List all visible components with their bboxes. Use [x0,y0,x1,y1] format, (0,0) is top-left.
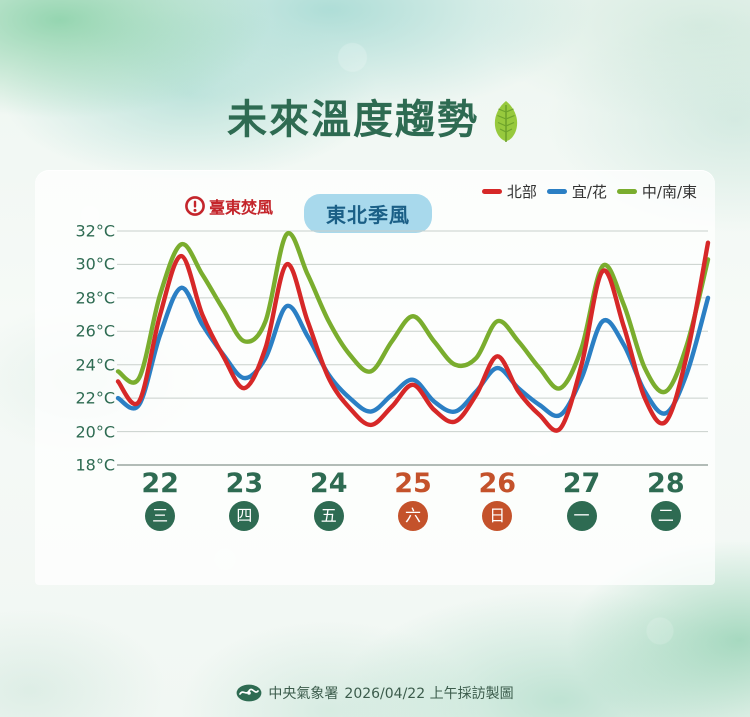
y-tick-32: 32°C [75,221,115,241]
x-weekday-badge: 二 [650,501,681,531]
legend-swatch-central-south-east [616,189,637,194]
x-tick-day-27: 27 一 [550,470,614,531]
x-weekday-badge: 六 [398,501,428,531]
y-tick-20: 20°C [75,422,115,442]
x-day-number: 28 [647,468,685,499]
leaf-icon [494,101,518,142]
title-row: 未來溫度趨勢 [0,98,750,142]
legend-swatch-yilan-hualien [546,189,567,194]
x-weekday-badge: 一 [566,501,597,531]
chart-legend: 北部 宜/花 中/南/東 [481,181,697,202]
x-tick-day-28: 28 二 [634,470,698,531]
x-weekday-badge: 三 [145,501,176,531]
legend-swatch-north [481,189,502,194]
x-tick-day-22: 22 三 [128,470,192,531]
x-day-number: 22 [141,468,179,499]
footer: 中央氣象署 2026/04/22 上午採訪製圖 [0,683,750,703]
x-weekday-badge: 五 [313,501,344,531]
legend-label-yilan-hualien: 宜/花 [571,183,607,201]
legend-item-north[interactable]: 北部 [481,181,537,202]
y-tick-24: 24°C [75,355,115,375]
y-tick-28: 28°C [75,288,115,308]
y-tick-26: 26°C [75,321,115,341]
cwa-logo-icon [237,684,262,702]
footer-agency: 中央氣象署 [268,686,339,702]
plot-area: 32°C 30°C 28°C 26°C 24°C 22°C 20°C 18°C [35,170,715,585]
legend-item-central-south-east[interactable]: 中/南/東 [616,181,697,202]
y-tick-30: 30°C [75,254,115,274]
x-day-number: 24 [309,468,348,499]
x-day-number: 26 [478,468,517,499]
y-tick-18: 18°C [75,455,115,475]
x-tick-day-23: 23 四 [212,470,276,531]
annotation-northeast-monsoon: 東北季風 [304,194,432,233]
temperature-line-chart [115,230,711,466]
legend-label-north: 北部 [506,183,537,201]
legend-item-yilan-hualien[interactable]: 宜/花 [546,181,607,202]
chart-card: 北部 宜/花 中/南/東 臺東焚風 東北季風 32°C 30°C 28°C 26°C 2… [35,170,715,585]
x-tick-day-26: 26 日 [465,470,529,531]
x-day-number: 25 [394,468,432,499]
legend-label-central-south-east: 中/南/東 [641,183,697,201]
x-day-number: 23 [225,468,264,499]
annotation-foehn-label: 臺東焚風 [209,198,274,217]
x-day-number: 27 [562,468,601,499]
x-axis-labels: 22 三 23 四 24 五 25 六 26 日 27 一 28 二 [118,470,708,545]
x-weekday-badge: 四 [229,501,260,531]
series-line-北部 [115,240,711,433]
page-title: 未來溫度趨勢 [227,97,479,143]
x-weekday-badge: 日 [482,501,513,531]
series-line-中/南/東 [115,231,711,395]
warning-exclamation-icon [185,196,205,216]
y-tick-22: 22°C [75,388,115,408]
x-tick-day-24: 24 五 [297,470,361,531]
footer-stamp: 2026/04/22 上午採訪製圖 [344,686,514,702]
annotation-foehn-wind: 臺東焚風 [185,194,273,218]
x-tick-day-25: 25 六 [381,470,445,531]
